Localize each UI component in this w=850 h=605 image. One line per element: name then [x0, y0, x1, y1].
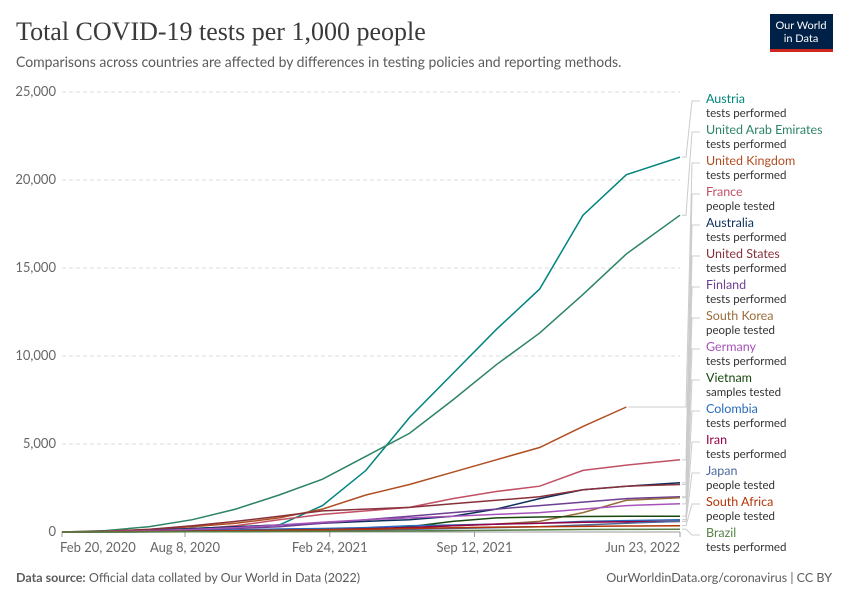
series-line — [61, 156, 681, 533]
legend-label: Colombia — [706, 401, 758, 416]
legend-sublabel: tests performed — [706, 138, 786, 151]
x-tick-label: Feb 20, 2020 — [60, 539, 136, 555]
legend-connector — [682, 255, 700, 485]
legend-sublabel: tests performed — [706, 169, 786, 182]
source-text: Official data collated by Our World in D… — [89, 570, 360, 585]
legend-label: France — [706, 184, 743, 199]
logo[interactable]: Our World in Data — [770, 14, 833, 52]
logo-box — [770, 14, 833, 51]
legend-label: Brazil — [706, 525, 736, 540]
y-tick-label: 20,000 — [15, 171, 56, 187]
legend-label: South Korea — [706, 308, 773, 323]
legend-sublabel: tests performed — [706, 107, 786, 120]
source-label: Data source: — [16, 570, 86, 585]
legend-label: Australia — [706, 215, 754, 230]
x-tick-label: Sep 12, 2021 — [436, 539, 512, 555]
legend-connector — [682, 193, 700, 461]
legend-label: Germany — [706, 339, 757, 354]
legend-connector — [628, 162, 700, 408]
chart-subtitle: Comparisons across countries are affecte… — [16, 53, 621, 70]
chart-title: Total COVID-19 tests per 1,000 people — [16, 17, 426, 46]
series-line — [62, 528, 681, 533]
legend-connector — [682, 317, 700, 499]
series-line — [61, 483, 681, 533]
legend-connector — [682, 503, 700, 527]
legend-label: South Africa — [706, 494, 773, 509]
legend-label: Iran — [706, 432, 727, 447]
legend-sublabel: samples tested — [706, 386, 781, 399]
legend-sublabel: tests performed — [706, 417, 786, 430]
legend-sublabel: tests performed — [706, 541, 786, 554]
legend-sublabel: tests performed — [706, 231, 786, 244]
series-line — [61, 503, 681, 533]
logo-bar — [770, 49, 833, 52]
legend-sublabel: people tested — [706, 200, 775, 213]
x-tick-label: Feb 24, 2021 — [292, 539, 368, 555]
footer-link[interactable]: OurWorldinData.org/coronavirus | CC BY — [606, 570, 832, 585]
legend-connector — [682, 131, 700, 216]
legend-label: United Arab Emirates — [706, 122, 822, 137]
y-tick-label: 25,000 — [15, 83, 56, 99]
legend-label: United Kingdom — [706, 153, 795, 168]
legend-connector — [682, 379, 700, 517]
legend-sublabel: tests performed — [706, 355, 786, 368]
logo-text: in Data — [784, 32, 819, 45]
legend-sublabel: tests performed — [706, 448, 786, 461]
legend-connector — [682, 528, 700, 536]
legend-label: Vietnam — [706, 370, 752, 385]
legend-label: United States — [706, 246, 780, 261]
y-tick-label: 5,000 — [23, 435, 57, 451]
series-line — [61, 214, 681, 533]
legend-sublabel: people tested — [706, 324, 775, 337]
legend-label: Japan — [706, 463, 737, 478]
x-tick-label: Aug 8, 2020 — [150, 539, 220, 555]
legend-connector — [682, 348, 700, 505]
y-tick-label: 15,000 — [15, 259, 56, 275]
legend-label: Austria — [706, 91, 745, 106]
legend-sublabel: people tested — [706, 510, 775, 523]
legend-label: Finland — [706, 277, 746, 292]
legend-sublabel: people tested — [706, 479, 775, 492]
y-tick-label: 0 — [48, 523, 56, 539]
logo-text: Our World — [775, 19, 826, 32]
y-tick-label: 10,000 — [15, 347, 56, 363]
legend-connector — [682, 410, 700, 521]
x-tick-label: Jun 23, 2022 — [605, 539, 680, 555]
legend-connector — [682, 472, 700, 522]
source: Data source: Official data collated by O… — [16, 570, 360, 585]
legend-sublabel: tests performed — [706, 293, 786, 306]
legend-connector — [682, 286, 700, 498]
legend-sublabel: tests performed — [706, 262, 786, 275]
legend-connector — [682, 100, 700, 158]
